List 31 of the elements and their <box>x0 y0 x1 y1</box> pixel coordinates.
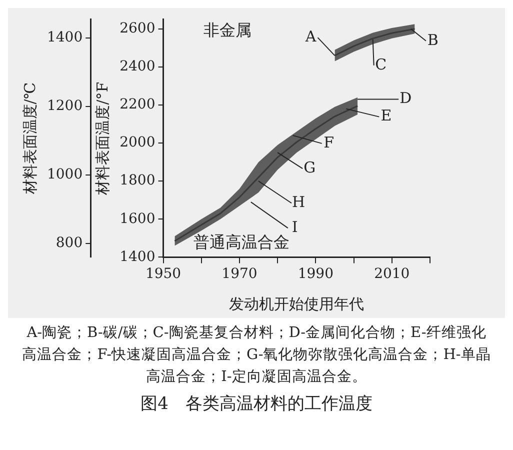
y-axis-title: 材料表面温度/°F <box>94 82 112 196</box>
annotation: 非金属 <box>203 20 252 40</box>
x-tick-label: 1950 <box>145 266 182 282</box>
x-tick-label: 1990 <box>298 266 334 282</box>
y2-tick-label: 800 <box>56 235 83 252</box>
y2-tick-label: 1400 <box>46 30 83 46</box>
annotation: F <box>324 133 334 152</box>
text: A-陶瓷；B-碳/碳；C-陶瓷基复合材料；D-金属间化合物；E-纤维强化高温合金；F-快速凝固高温合金；G-氧化物弥散强化高温合金；H-单晶高温合金；I-定向凝固高温合金。 <box>21 324 492 387</box>
annotation: D <box>400 89 412 108</box>
y2-tick-label: 1000 <box>46 166 83 183</box>
x-axis-title: 发动机开始使用年代 <box>229 294 364 313</box>
annotation: I <box>292 218 298 236</box>
y-tick-label: 1600 <box>120 210 156 227</box>
annotation: E <box>380 106 392 125</box>
y-tick-label: 1800 <box>120 172 156 189</box>
y-tick-label: 2400 <box>120 58 156 75</box>
y-tick-label: 2000 <box>120 134 156 151</box>
annotation: 普通高温合金 <box>193 232 290 252</box>
x-tick-label: 1970 <box>222 266 258 282</box>
y-tick-label: 2600 <box>120 20 156 37</box>
y2-axis-title: 材料表面温度/℃ <box>20 82 39 196</box>
y-tick-label: 1400 <box>120 248 156 265</box>
x-tick-label: 2010 <box>374 266 410 282</box>
annotation: B <box>427 30 438 49</box>
annotation: H <box>292 192 306 211</box>
annotation: G <box>304 158 316 176</box>
text: 图4 各类高温材料的工作温度 <box>140 393 374 415</box>
y-tick-label: 2200 <box>120 96 156 113</box>
annotation: C <box>375 55 387 74</box>
y2-tick-label: 1200 <box>46 98 83 114</box>
annotation: A <box>304 27 316 46</box>
